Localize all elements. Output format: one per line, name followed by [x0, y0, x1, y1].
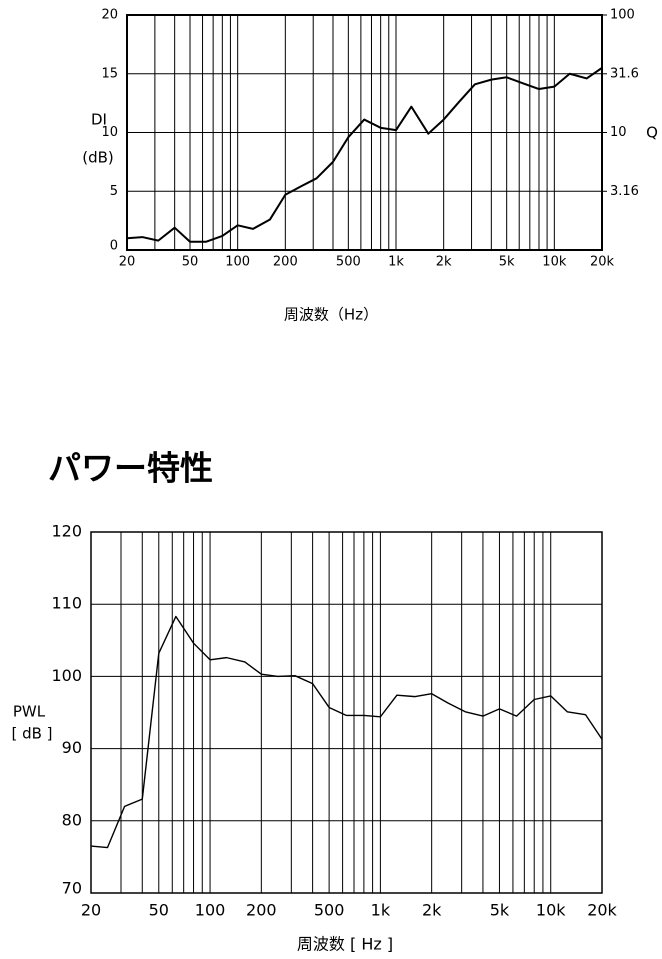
y-tick-label: 10	[101, 125, 118, 140]
y-axis-label: PWL	[13, 703, 46, 721]
y-tick-label: 80	[62, 810, 82, 829]
x-tick-label: 200	[246, 901, 277, 920]
y2-tick-label: 3.16	[610, 184, 639, 199]
y2-tick-label: 10	[610, 125, 627, 140]
y2-tick-label: 31.6	[610, 66, 639, 81]
x-tick-label: 20	[119, 255, 136, 270]
y-axis-label: DI	[91, 111, 107, 129]
x-tick-label: 100	[195, 901, 226, 920]
x-tick-label: 5k	[490, 901, 510, 920]
x-tick-label: 10k	[536, 901, 566, 920]
x-tick-label: 10k	[542, 255, 567, 270]
y-tick-label: 0	[110, 239, 118, 254]
y-tick-label: 110	[51, 594, 82, 613]
y2-tick-label: 100	[610, 8, 635, 23]
y-tick-label: 5	[110, 184, 118, 199]
y-tick-label: 15	[101, 66, 118, 81]
y-tick-label: 70	[62, 879, 82, 898]
x-tick-label: 100	[225, 255, 250, 270]
y-axis-label: [ dB ]	[11, 725, 52, 743]
x-tick-label: 500	[314, 901, 345, 920]
y2-axis-label: Q	[646, 124, 658, 142]
data-line	[126, 67, 603, 243]
plot-frame	[126, 14, 603, 251]
x-axis-label: 周波数 [ Hz ]	[297, 935, 393, 954]
x-tick-label: 20k	[587, 901, 617, 920]
y-tick-label: 120	[51, 522, 82, 541]
x-axis-label: 周波数（Hz）	[284, 306, 378, 324]
y-tick-label: 100	[51, 666, 82, 685]
y-axis-label: (dB)	[82, 149, 114, 167]
chart-title: パワー特性	[48, 449, 213, 488]
y-tick-label: 90	[62, 738, 82, 757]
x-tick-label: 20	[81, 901, 101, 920]
plot-frame	[90, 531, 603, 894]
x-tick-label: 500	[336, 255, 361, 270]
x-tick-label: 2k	[436, 255, 452, 270]
x-tick-label: 20k	[590, 255, 615, 270]
x-tick-label: 50	[182, 255, 199, 270]
x-tick-label: 1k	[388, 255, 404, 270]
data-line	[90, 615, 603, 849]
x-tick-label: 50	[149, 901, 169, 920]
x-tick-label: 2k	[422, 901, 442, 920]
y-tick-label: 20	[101, 8, 118, 23]
x-tick-label: 5k	[499, 255, 515, 270]
x-tick-label: 1k	[371, 901, 391, 920]
x-tick-label: 200	[273, 255, 298, 270]
